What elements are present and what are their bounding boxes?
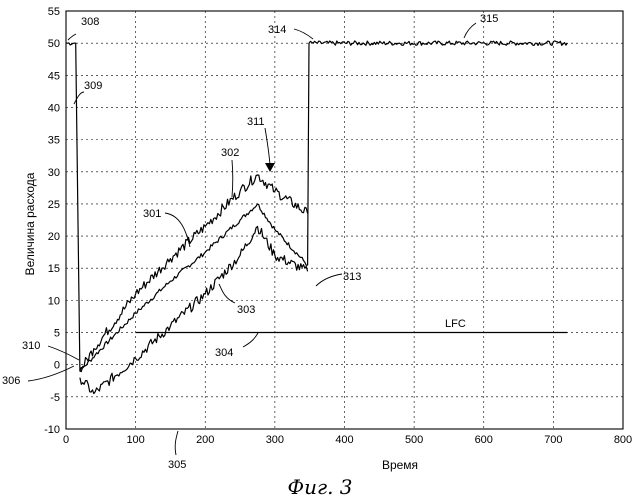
series: [66, 41, 567, 394]
series-lower-line: [80, 226, 308, 393]
tick-labels: 0 100 200 300 400 500 600 700 800 -10 -5 0 5 10 15 20 25…: [44, 6, 632, 446]
callout-label: 315: [480, 13, 498, 25]
x-tick-label: 500: [405, 434, 423, 446]
y-tick-label: -5: [50, 392, 60, 404]
x-tick-label: 600: [475, 434, 493, 446]
callout-label: 301: [143, 208, 161, 220]
y-axis-label: Величина расхода: [23, 172, 37, 275]
callout-leader: [265, 128, 270, 165]
callout-label: 313: [343, 271, 361, 283]
callout-leader: [175, 431, 178, 455]
series-main-line: [66, 41, 567, 372]
y-tick-label: -10: [44, 424, 60, 436]
series-upper-line: [80, 175, 308, 371]
x-tick-label: 700: [544, 434, 562, 446]
y-tick-label: 55: [48, 6, 60, 18]
y-tick-label: 50: [48, 38, 60, 50]
callout-label: 304: [215, 347, 233, 359]
y-tick-label: 5: [54, 328, 60, 340]
callout-label: LFC: [445, 318, 466, 330]
y-tick-label: 20: [48, 231, 60, 243]
callout-leader: [294, 29, 313, 39]
callout-label: 306: [2, 375, 20, 387]
callout-label: 310: [22, 340, 40, 352]
callout-leader: [68, 34, 76, 40]
x-tick-label: 800: [614, 434, 632, 446]
callout-leader: [74, 92, 84, 104]
callout-leader: [232, 160, 233, 197]
callout-leader: [165, 213, 190, 247]
y-tick-label: 35: [48, 135, 60, 147]
y-tick-label: 0: [54, 360, 60, 372]
arrowhead-311: [265, 163, 275, 172]
callout-leader: [48, 346, 79, 360]
x-tick-label: 300: [266, 434, 284, 446]
y-tick-label: 15: [48, 263, 60, 275]
callout-leader: [28, 366, 74, 381]
callout-label: 309: [84, 80, 102, 92]
callout-label: 303: [237, 304, 255, 316]
y-tick-label: 40: [48, 102, 60, 114]
callout-leader: [243, 333, 258, 347]
y-tick-label: 30: [48, 167, 60, 179]
y-tick-label: 10: [48, 295, 60, 307]
callout-label: 308: [81, 16, 99, 28]
x-tick-label: 400: [335, 434, 353, 446]
callout-label: 302: [221, 147, 239, 159]
callout-label: 314: [268, 24, 286, 36]
x-tick-label: 200: [196, 434, 214, 446]
callout-leader: [464, 23, 476, 38]
x-axis-label: Время: [382, 458, 418, 472]
x-tick-label: 100: [126, 434, 144, 446]
callout-label: 305: [168, 459, 186, 471]
figure-caption: Фиг. 3: [287, 475, 352, 499]
x-tick-label: 0: [63, 434, 69, 446]
callout-label: 311: [247, 116, 265, 128]
y-tick-label: 45: [48, 70, 60, 82]
callout-leader: [316, 274, 342, 286]
grid: [66, 11, 623, 429]
y-tick-label: 25: [48, 199, 60, 211]
